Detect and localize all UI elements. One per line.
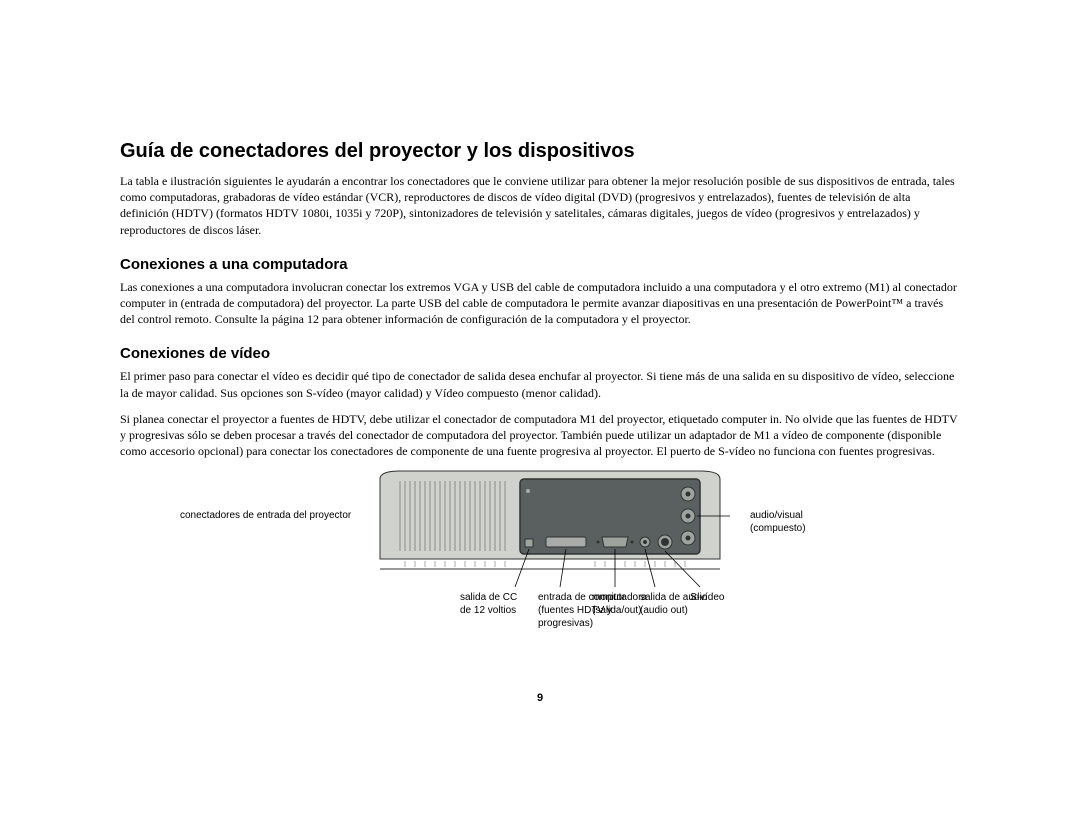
label-dc-out: salida de CC de 12 voltios	[460, 591, 530, 617]
section-computer-title: Conexiones a una computadora	[120, 256, 960, 273]
projector-illustration	[370, 469, 730, 599]
page-number: 9	[0, 692, 1080, 704]
section-video-body-1: El primer paso para conectar el vídeo es…	[120, 368, 960, 400]
intro-paragraph: La tabla e ilustración siguientes le ayu…	[120, 173, 960, 238]
section-video-title: Conexiones de vídeo	[120, 345, 960, 362]
section-computer-body: Las conexiones a una computadora involuc…	[120, 279, 960, 328]
document-page: Guía de conectadores del proyector y los…	[0, 0, 1080, 834]
projector-figure: conectadores de entrada del proyector	[120, 469, 960, 649]
label-s-video: S-vídeo	[690, 591, 750, 604]
section-video-body-2: Si planea conectar el proyector a fuente…	[120, 411, 960, 460]
figure-caption-left: conectadores de entrada del proyector	[180, 509, 351, 522]
page-title: Guía de conectadores del proyector y los…	[120, 140, 960, 163]
label-av-composite: audio/visual (compuesto)	[750, 509, 830, 535]
